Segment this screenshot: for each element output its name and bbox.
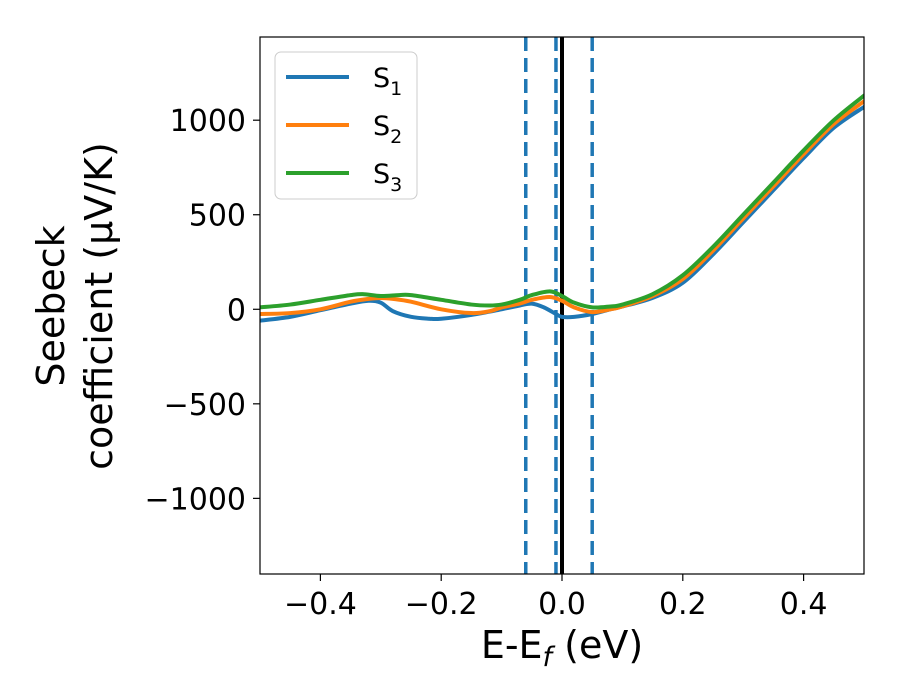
x-axis-label: E-Ef (eV)	[481, 623, 643, 673]
y-axis: −1000 −500 0 500 1000	[145, 104, 260, 517]
legend-label: S1	[373, 63, 402, 100]
y-tick-label: −500	[164, 388, 246, 423]
legend-entry-s2: S2	[286, 111, 402, 148]
series-line-s3	[260, 93, 864, 310]
legend-entry-s1: S1	[286, 63, 402, 100]
x-tick-label: 0.2	[659, 587, 707, 622]
y-axis-label: Seebeck coefficient (μV/K)	[29, 142, 121, 470]
series-line-s1	[260, 104, 864, 323]
x-tick-label: −0.4	[284, 587, 357, 622]
y-tick-label: 500	[189, 199, 246, 234]
legend: S1 S2 S3	[274, 51, 418, 200]
legend-label: S2	[373, 111, 402, 148]
series-line-s2	[260, 99, 864, 317]
y-tick-label: 0	[227, 293, 246, 328]
x-axis: −0.4 −0.2 0.0 0.2 0.4	[284, 574, 827, 622]
reference-lines	[524, 37, 594, 574]
legend-label: S3	[373, 159, 402, 196]
series-layer	[260, 93, 864, 323]
x-tick-label: 0.0	[538, 587, 586, 622]
x-tick-label: 0.4	[780, 587, 828, 622]
x-tick-label: −0.2	[405, 587, 478, 622]
y-axis-label-line1: Seebeck	[29, 225, 73, 386]
y-tick-label: 1000	[170, 104, 246, 139]
legend-entry-s3: S3	[286, 159, 402, 196]
y-axis-label-line2: coefficient (μV/K)	[77, 142, 121, 470]
y-tick-label: −1000	[145, 482, 246, 517]
